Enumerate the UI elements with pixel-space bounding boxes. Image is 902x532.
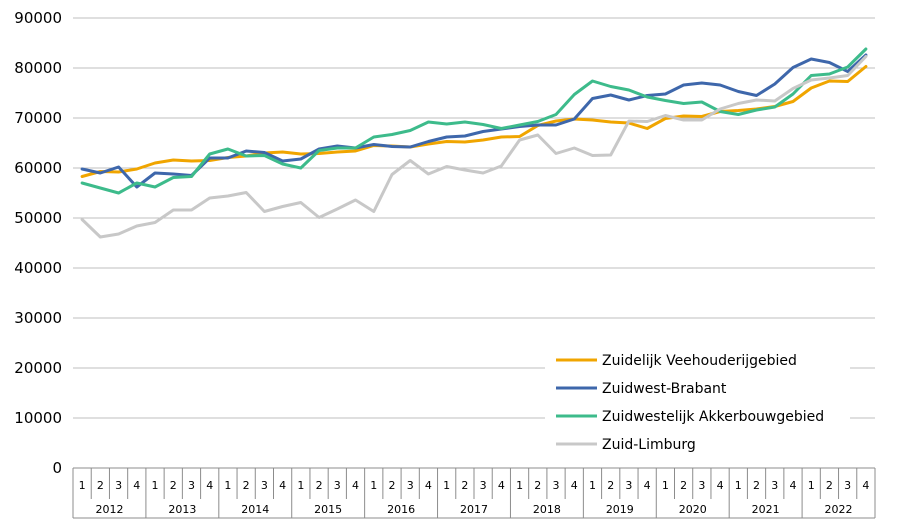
quarter-label: 4 [425,479,432,492]
year-label: 2016 [387,503,415,516]
y-tick-label: 30000 [14,309,62,327]
quarter-label: 3 [115,479,122,492]
y-axis: 0 10000 20000 30000 40000 50000 60000 70000 8000… [14,9,62,477]
year-label: 2018 [533,503,561,516]
y-tick-label: 10000 [14,409,62,427]
quarter-label: 4 [571,479,578,492]
y-tick-label: 50000 [14,209,62,227]
year-label: 2022 [825,503,853,516]
quarter-label: 3 [553,479,560,492]
quarter-label: 1 [443,479,450,492]
year-label: 2012 [95,503,123,516]
quarter-label: 2 [243,479,250,492]
series-line [80,65,868,178]
y-tick-label: 70000 [14,109,62,127]
quarter-label: 1 [297,479,304,492]
quarter-label: 1 [152,479,159,492]
quarter-label: 2 [461,479,468,492]
quarter-label: 2 [316,479,323,492]
y-tick-label: 20000 [14,359,62,377]
year-label: 2017 [460,503,488,516]
quarter-label: 1 [589,479,596,492]
year-label: 2013 [168,503,196,516]
quarter-label: 3 [261,479,268,492]
series-line [80,55,868,239]
quarter-label: 2 [753,479,760,492]
quarter-label: 2 [97,479,104,492]
quarter-label: 2 [170,479,177,492]
quarter-label: 3 [771,479,778,492]
quarter-label: 1 [370,479,377,492]
year-label: 2021 [752,503,780,516]
legend-label: Zuid-Limburg [602,437,696,453]
year-label: 2014 [241,503,269,516]
y-tick-label: 80000 [14,59,62,77]
quarter-label: 4 [279,479,286,492]
quarter-label: 2 [534,479,541,492]
quarter-label: 1 [79,479,86,492]
quarter-label: 4 [498,479,505,492]
quarter-label: 3 [407,479,414,492]
quarter-label: 2 [826,479,833,492]
quarter-label: 3 [844,479,851,492]
y-tick-label: 0 [52,459,62,477]
legend-box [545,345,850,460]
y-tick-label: 60000 [14,159,62,177]
quarter-label: 3 [334,479,341,492]
quarter-label: 2 [680,479,687,492]
quarter-label: 1 [662,479,669,492]
quarter-label: 3 [625,479,632,492]
legend-label: Zuidwest-Brabant [602,381,727,397]
quarter-label: 4 [717,479,724,492]
quarter-label: 4 [789,479,796,492]
quarter-label: 3 [480,479,487,492]
year-label: 2020 [679,503,707,516]
quarter-label: 3 [188,479,195,492]
quarter-label: 1 [224,479,231,492]
series-line [80,53,868,189]
quarter-label: 1 [735,479,742,492]
legend: Zuidelijk Veehouderijgebied Zuidwest-Brab… [545,345,850,460]
quarter-label: 1 [516,479,523,492]
legend-label: Zuidwestelijk Akkerbouwgebied [602,409,824,425]
quarter-label: 4 [862,479,869,492]
quarter-label: 4 [352,479,359,492]
y-tick-label: 40000 [14,259,62,277]
quarter-label: 4 [644,479,651,492]
quarter-label: 2 [607,479,614,492]
year-label: 2019 [606,503,634,516]
year-label: 2015 [314,503,342,516]
series-group [80,47,868,239]
quarter-label: 4 [206,479,213,492]
quarter-label: 4 [133,479,140,492]
y-tick-label: 90000 [14,9,62,27]
legend-label: Zuidelijk Veehouderijgebied [602,353,797,369]
quarter-label: 1 [808,479,815,492]
quarter-label: 2 [388,479,395,492]
quarter-label: 3 [698,479,705,492]
gridlines [73,17,875,419]
series-line [80,47,868,195]
